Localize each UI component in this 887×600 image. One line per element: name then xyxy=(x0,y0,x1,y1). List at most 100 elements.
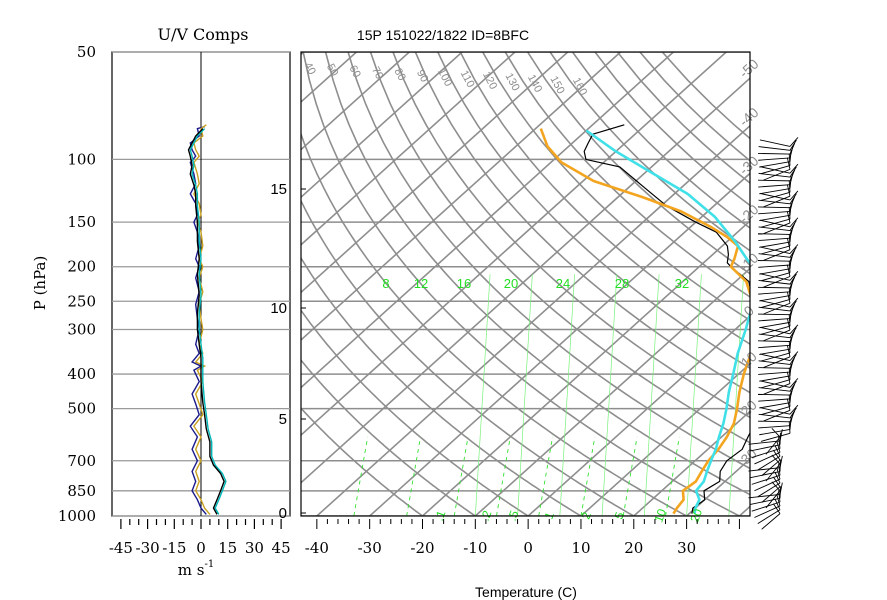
dry-adiabat-80 xyxy=(392,52,750,419)
wind-barb-flag-89 xyxy=(772,476,781,488)
wind-barb-83 xyxy=(765,463,781,482)
wind-barb-flag-61 xyxy=(788,367,791,380)
wind-barb-flag-20 xyxy=(786,211,791,224)
wind-barb-39 xyxy=(759,295,791,302)
wind-barb-flag-56 xyxy=(789,351,799,361)
dry-adiabat-50 xyxy=(324,52,750,496)
dry-adiabat-110 xyxy=(459,52,750,346)
wind-barb-75 xyxy=(760,432,791,442)
wind-barb-flag-47 xyxy=(788,314,791,327)
height-label-0: 0 xyxy=(279,505,287,522)
dry-adiabat-10 xyxy=(301,256,583,516)
isotherm--80 xyxy=(301,52,622,341)
wind-barb-flag-0 xyxy=(789,137,799,147)
moist-line-0 xyxy=(474,274,491,516)
dry-adiabat-60 xyxy=(347,52,750,470)
wind-barb-flag-33 xyxy=(788,260,791,273)
wind-barb-31 xyxy=(758,264,791,268)
series-dewpoint xyxy=(539,128,750,515)
wind-barb-flag-95 xyxy=(774,498,781,510)
mixing-ratio-label-20: 20 xyxy=(504,276,518,291)
wind-barb-flag-80 xyxy=(776,440,781,453)
wind-barb-60 xyxy=(759,375,791,382)
wind-barb-45 xyxy=(758,318,791,322)
wind-barb-18 xyxy=(759,214,791,222)
temp-tick-label--30: -30 xyxy=(358,539,382,557)
wind-barb-2 xyxy=(758,152,791,155)
wind-barb-96 xyxy=(761,513,781,530)
temp-tick-label--10: -10 xyxy=(463,539,487,557)
temp-tick-label-20: 20 xyxy=(624,539,643,557)
series-parcel xyxy=(585,129,750,514)
wind-barb-flag-74 xyxy=(789,417,792,430)
wind-barb-29 xyxy=(758,253,791,258)
wind-barb-flag-90 xyxy=(771,481,781,491)
wind-barb-flag-55 xyxy=(786,344,791,357)
wind-barb-flag-29 xyxy=(789,246,797,258)
uv-tick-label--45: -45 xyxy=(109,539,133,557)
pressure-label-300: 300 xyxy=(67,321,96,339)
wind-barb-79 xyxy=(751,448,781,459)
dry-adiabat--10 xyxy=(301,358,477,516)
wind-barb-flag-87 xyxy=(776,467,781,480)
dry-adiabat-20 xyxy=(301,199,636,516)
wind-barb-41 xyxy=(763,302,791,315)
wind-barb-32 xyxy=(759,268,791,275)
wind-barb-flag-39 xyxy=(789,283,792,296)
wind-barb-flag-43 xyxy=(789,300,797,312)
wind-barb-1 xyxy=(758,146,791,151)
pressure-label-200: 200 xyxy=(67,258,96,276)
wind-barb-81 xyxy=(757,455,781,471)
wind-barb-50 xyxy=(758,333,791,339)
wind-barb-flag-7 xyxy=(789,163,799,174)
uv-series-1 xyxy=(193,124,211,515)
wind-barb-35 xyxy=(759,273,791,281)
wind-barb-flag-15 xyxy=(789,193,797,205)
mixing-ratio-line-2 xyxy=(453,436,469,516)
wind-barb-22 xyxy=(758,226,791,232)
wind-barb-flag-94 xyxy=(776,494,781,507)
dry-adiabat-90 xyxy=(414,52,750,394)
wind-barb-25 xyxy=(759,241,791,248)
uv-series-3 xyxy=(187,128,225,515)
wind-barb-flag-83 xyxy=(771,454,781,465)
uv-panel: -45 -30 -15 0 15 30 45 U/V Comps m s-1 xyxy=(109,25,291,579)
wind-barb-8 xyxy=(758,172,791,178)
moist-line-1 xyxy=(517,274,533,516)
pressure-label-850: 850 xyxy=(67,482,96,500)
wind-barb-flag-19 xyxy=(788,207,791,220)
uv-series-group xyxy=(187,124,227,515)
wind-barb-flag-28 xyxy=(789,244,799,254)
skewt-panel: 40 50 60 70 80 90 100 110 120 130 140 150 160-50-40-… xyxy=(270,27,761,600)
wind-barb-56 xyxy=(759,353,791,362)
wind-barb-flag-46 xyxy=(789,310,792,323)
temperature-x-ticks: -40 -30 -20 -10 0 10 20 30 xyxy=(305,519,740,557)
mixing-ratio-label-16: 16 xyxy=(457,276,471,291)
wind-barb-flag-36 xyxy=(789,273,797,285)
uv-tick-label-15: 15 xyxy=(218,539,237,557)
wind-barb-flag-79 xyxy=(778,436,781,449)
dry-adiabat-130 xyxy=(504,52,750,298)
wind-barb-13 xyxy=(763,195,791,208)
wind-barb-flag-34 xyxy=(786,264,791,277)
wind-barb-flag-26 xyxy=(788,233,791,246)
wind-barb-20 xyxy=(763,222,791,235)
skewt-plot-area xyxy=(301,52,750,516)
wind-barb-flag-12 xyxy=(788,180,791,193)
dry-adiabat--20 xyxy=(301,406,424,516)
uv-tick-label--15: -15 xyxy=(162,539,186,557)
wind-barb-86 xyxy=(751,474,781,485)
wind-barb-42 xyxy=(759,300,791,308)
wind-barb-55 xyxy=(763,356,791,368)
wind-barb-flag-48 xyxy=(786,318,791,331)
mixing-ratio-line-5 xyxy=(580,436,596,516)
wind-barb-11 xyxy=(759,188,791,195)
wind-barb-90 xyxy=(765,490,781,509)
x-axis-label: Temperature (C) xyxy=(475,584,577,600)
theta-label-40: 40 xyxy=(301,60,317,76)
sounding-series-group xyxy=(539,124,750,515)
dry-adiabat-100 xyxy=(437,52,750,370)
wind-barb-28 xyxy=(759,246,791,254)
theta-label-70: 70 xyxy=(369,65,385,81)
wind-barb-52 xyxy=(758,344,791,349)
